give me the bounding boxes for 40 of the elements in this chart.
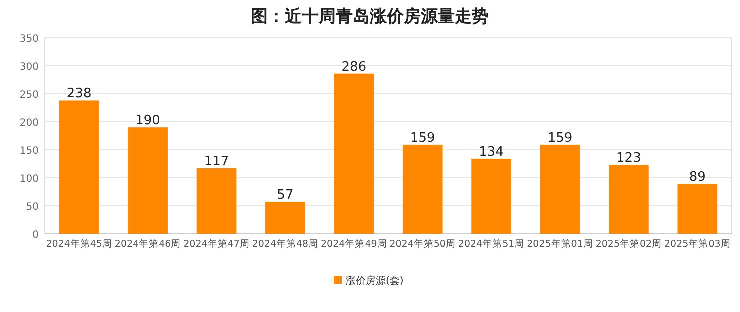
y-tick-label: 100: [20, 174, 39, 185]
legend-label: 涨价房源(套): [346, 275, 404, 287]
data-label: 159: [410, 130, 436, 146]
y-tick-label: 350: [20, 34, 39, 45]
data-label: 159: [548, 130, 573, 146]
data-label: 190: [136, 114, 160, 129]
bar: [609, 165, 649, 234]
x-tick-label: 2024年第48周: [252, 238, 319, 250]
data-label: 123: [616, 151, 642, 166]
data-label: 57: [277, 188, 294, 204]
chart-title: 图：近十周青岛涨价房源量走势: [251, 7, 489, 27]
x-tick-label: 2024年第45周: [46, 238, 112, 250]
x-tick-label: 2024年第47周: [184, 238, 250, 250]
bar: [334, 74, 374, 234]
y-tick-label: 200: [20, 118, 39, 129]
x-tick-label: 2024年第50周: [390, 238, 456, 250]
bar: [266, 202, 306, 234]
bar: [678, 184, 718, 234]
data-label: 117: [204, 154, 230, 170]
bar: [128, 128, 168, 234]
y-tick-label: 150: [20, 146, 39, 157]
y-tick-label: 300: [20, 62, 39, 73]
bar: [402, 144, 443, 234]
x-tick-label: 2025年第02周: [596, 238, 662, 250]
data-label: 286: [342, 60, 367, 75]
bar: [196, 168, 237, 234]
y-tick-label: 50: [26, 202, 39, 213]
bar: [472, 158, 512, 234]
x-tick-label: 2024年第51周: [458, 238, 525, 250]
x-tick-label: 2025年第01周: [527, 238, 594, 250]
data-label: 238: [66, 86, 92, 102]
data-label: 89: [689, 170, 706, 186]
x-tick-label: 2025年第03周: [664, 238, 731, 250]
y-tick-label: 0: [32, 230, 39, 241]
x-tick-label: 2024年第46周: [114, 238, 182, 250]
bar: [59, 100, 100, 234]
x-tick-label: 2024年第49周: [321, 238, 388, 250]
data-label: 134: [479, 144, 504, 160]
bar: [540, 144, 580, 234]
y-tick-label: 250: [20, 90, 39, 101]
